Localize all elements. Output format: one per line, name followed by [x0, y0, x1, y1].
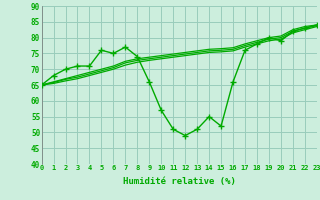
X-axis label: Humidité relative (%): Humidité relative (%)	[123, 177, 236, 186]
